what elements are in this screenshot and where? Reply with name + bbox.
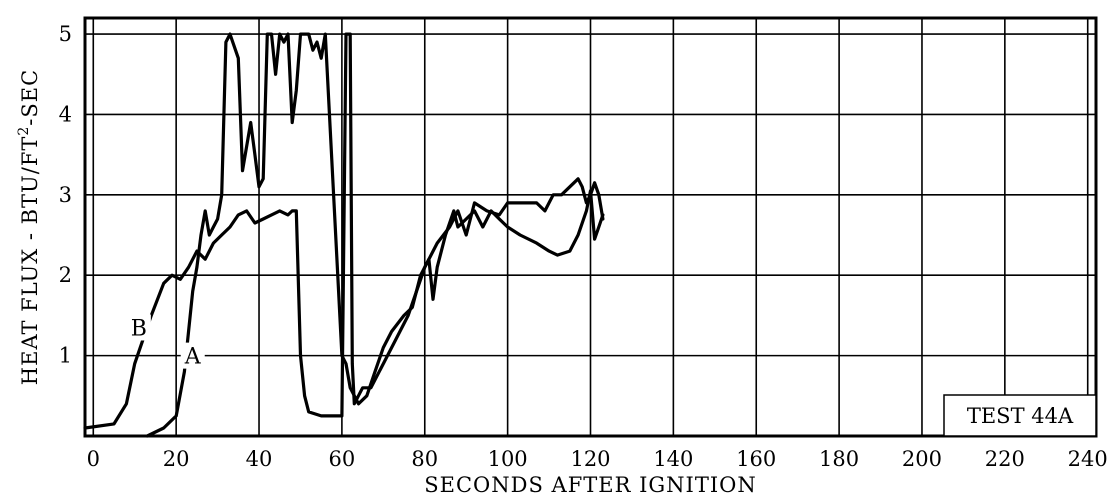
x-tick-label: 200 xyxy=(902,447,942,471)
y-tick-label: 3 xyxy=(59,183,72,207)
x-tick-labels: 0 20 40 60 80 100 120 140 160 180 200 220 240 xyxy=(87,447,1108,471)
x-tick-label: 20 xyxy=(163,447,190,471)
y-tick-label: 4 xyxy=(59,102,72,126)
y-axis-title-suffix: -SEC xyxy=(18,69,42,126)
x-tick-label: 160 xyxy=(736,447,776,471)
series-label-a: A xyxy=(184,345,202,370)
x-tick-label: 100 xyxy=(488,447,528,471)
y-tick-label: 5 xyxy=(59,22,72,46)
annotation-text: TEST 44A xyxy=(967,404,1074,428)
series-label-b: B xyxy=(131,316,147,341)
y-axis-title-superscript: 2 xyxy=(16,126,32,136)
y-axis-title: HEAT FLUX - BTU/FT2-SEC xyxy=(16,69,42,385)
x-tick-label: 180 xyxy=(819,447,859,471)
y-tick-labels: 1 2 3 4 5 xyxy=(59,22,72,368)
series-labels: AB xyxy=(126,314,205,370)
chart-grid xyxy=(85,18,1096,436)
series-label-bg xyxy=(180,342,205,369)
series-line-a xyxy=(145,32,605,438)
series-lines xyxy=(83,32,605,438)
x-tick-label: 140 xyxy=(653,447,693,471)
x-axis-title: SECONDS AFTER IGNITION xyxy=(424,473,756,497)
y-tick-label: 1 xyxy=(59,344,72,368)
y-axis-title-main: HEAT FLUX - BTU/FT xyxy=(18,136,42,386)
annotation-box xyxy=(943,394,1097,437)
y-tick-label: 2 xyxy=(59,263,72,287)
x-tick-label: 240 xyxy=(1068,447,1108,471)
plot-frame xyxy=(83,16,1098,438)
x-tick-label: 120 xyxy=(570,447,610,471)
test-annotation: TEST 44A xyxy=(943,394,1097,437)
series-label-bg xyxy=(126,314,151,341)
x-tick-label: 220 xyxy=(985,447,1025,471)
x-tick-label: 80 xyxy=(411,447,438,471)
x-tick-label: 60 xyxy=(329,447,356,471)
series-line-b xyxy=(83,32,605,430)
x-tick-label: 0 xyxy=(87,447,100,471)
x-tick-label: 40 xyxy=(246,447,273,471)
